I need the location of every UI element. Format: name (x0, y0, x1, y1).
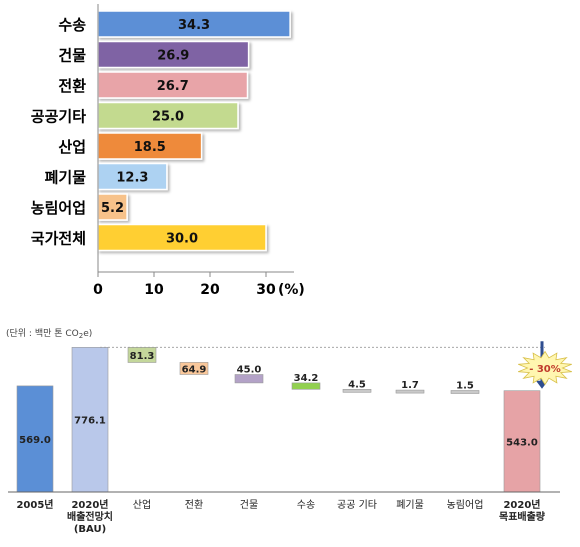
waterfall-data-label: 569.0 (19, 435, 51, 446)
waterfall-data-label: 543.0 (506, 437, 538, 448)
waterfall-category-label: 2005년 (16, 498, 53, 511)
x-tick-label: 30 (256, 282, 276, 298)
x-axis-unit: (%) (278, 282, 305, 298)
reduction-starburst (518, 350, 572, 386)
waterfall-data-label: 1.7 (401, 380, 419, 391)
waterfall-bar-5 (234, 374, 264, 384)
data-label: 25.0 (152, 110, 184, 125)
waterfall-bar-2 (71, 346, 109, 493)
waterfall-category-label: 산업 (133, 498, 151, 511)
waterfall-data-label: 45.0 (237, 365, 262, 376)
category-label: 건물 (58, 47, 86, 65)
category-label: 산업 (58, 138, 86, 156)
data-label: 26.7 (157, 79, 189, 94)
category-label: 공공기타 (31, 108, 86, 126)
waterfall-bar-6 (291, 382, 321, 390)
unit-label: (단위 : 백만 톤 CO2e) (6, 328, 92, 340)
data-label: 18.5 (134, 140, 166, 155)
bar-7 (97, 193, 128, 221)
category-label: 수송 (58, 16, 86, 34)
reduction-annotation: - 30% (529, 364, 561, 375)
data-label: 26.9 (157, 49, 189, 64)
data-label: 12.3 (116, 171, 148, 186)
waterfall-category-label: (BAU) (74, 524, 106, 535)
emissions-waterfall-chart: (단위 : 백만 톤 CO2e)569.02005년776.12020년배출전망… (6, 328, 572, 535)
x-tick-label: 10 (144, 282, 164, 298)
sector-reduction-bar-chart: 수송 34.3 건물 26.9 전환 26.7 공공기타 25.0 산업 18.5 폐기물 12.3 농… (31, 4, 305, 298)
category-label: 국가전체 (31, 230, 86, 248)
waterfall-data-label: 4.5 (348, 379, 366, 390)
waterfall-bar-7 (342, 389, 372, 393)
category-label: 폐기물 (45, 169, 87, 187)
waterfall-category-label: 배출전망치 (67, 510, 113, 523)
waterfall-bar-4 (179, 362, 209, 375)
category-label: 전환 (58, 77, 86, 95)
x-tick-label: 0 (93, 282, 103, 298)
waterfall-category-label: 농림어업 (447, 498, 484, 511)
data-label: 34.3 (178, 18, 210, 33)
bar-4 (97, 101, 239, 130)
waterfall-data-label: 34.2 (294, 373, 319, 384)
data-label: 30.0 (166, 232, 198, 247)
bar-2 (97, 40, 250, 69)
waterfall-category-label: 수송 (297, 499, 315, 511)
waterfall-category-label: 건물 (240, 499, 258, 511)
waterfall-category-label: 공공 기타 (337, 499, 377, 511)
waterfall-category-label: 전환 (185, 499, 203, 511)
waterfall-bar-8 (395, 389, 425, 394)
waterfall-data-label: 1.5 (456, 381, 474, 392)
waterfall-category-label: 2020년 (503, 498, 540, 511)
waterfall-category-label: 폐기물 (396, 499, 424, 511)
category-label: 농림어업 (31, 199, 86, 217)
waterfall-data-label: 64.9 (182, 365, 207, 376)
waterfall-bar-10 (503, 390, 541, 493)
waterfall-category-label: 2020년 (71, 498, 108, 511)
waterfall-data-label: 776.1 (74, 416, 106, 427)
bar-3 (97, 71, 249, 99)
x-tick-label: 20 (200, 282, 220, 298)
waterfall-bar-9 (450, 390, 480, 394)
data-label: 5.2 (101, 201, 124, 216)
waterfall-data-label: 81.3 (130, 351, 155, 362)
bar-5 (97, 132, 203, 160)
waterfall-category-label: 목표배출량 (499, 510, 546, 523)
